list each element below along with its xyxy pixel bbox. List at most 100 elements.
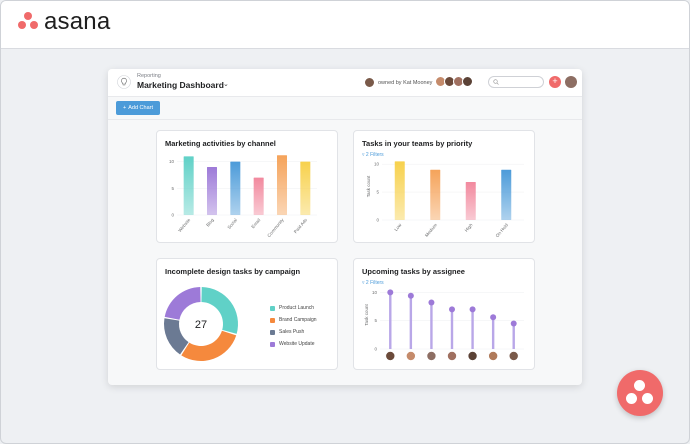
legend-item: Brand Campaign (270, 314, 317, 326)
x-tick-label: Blog (205, 217, 215, 227)
assignee-avatar (508, 351, 519, 361)
lollipop-dot (510, 320, 517, 327)
lollipop-stem (430, 302, 433, 349)
legend-swatch (270, 341, 275, 347)
bar (300, 161, 311, 215)
fab-dot (634, 380, 645, 391)
asana-logo[interactable]: asana (17, 10, 110, 34)
lollipop-dot (387, 289, 394, 296)
site-header: asana (1, 1, 689, 49)
avatar (462, 76, 473, 87)
bar (183, 156, 194, 215)
owner-text: owned by Kat Mooney (378, 79, 433, 86)
user-avatar[interactable] (565, 76, 577, 88)
lightbulb-icon (117, 75, 131, 89)
x-tick-label: Social (226, 217, 238, 230)
fab-dot (642, 393, 653, 404)
legend-item: Website Update (270, 338, 317, 350)
filters-link[interactable]: ▿ 2 Filters (362, 280, 384, 286)
assignee-avatar (406, 351, 416, 361)
donut-slice (164, 287, 201, 320)
donut-total: 27 (195, 319, 207, 331)
chevron-down-icon[interactable]: ⌄ (223, 81, 229, 88)
asana-fab-button[interactable] (617, 370, 663, 416)
x-tick-label: Email (250, 217, 261, 229)
search-field[interactable] (488, 76, 544, 94)
bar (394, 161, 405, 220)
assignee-avatar (467, 351, 478, 361)
chart-card-assignee[interactable]: Upcoming tasks by assignee ▿ 2 Filters 0… (353, 258, 535, 370)
legend-swatch (270, 317, 275, 323)
lollipop-stem (512, 323, 515, 349)
breadcrumb[interactable]: Reporting (137, 73, 161, 79)
legend-item: Product Launch (270, 302, 317, 314)
chart-card-channel[interactable]: Marketing activities by channel 0 5 10 Webs… (156, 130, 338, 243)
filters-link[interactable]: ▿ 2 Filters (362, 152, 384, 158)
legend-swatch (270, 305, 275, 311)
assignee-avatar (385, 351, 396, 361)
assignee-avatar (488, 351, 498, 361)
x-tick-label: High (464, 222, 474, 233)
bar (230, 161, 241, 215)
y-tick-label: 0 (374, 347, 377, 352)
card-title: Tasks in your teams by priority (362, 139, 473, 148)
lollipop-chart: 0 5 10 Task count (364, 289, 524, 361)
y-tick-label: 5 (171, 186, 174, 191)
asana-logo-icon (17, 12, 39, 32)
add-chart-label: Add Chart (128, 105, 153, 111)
chart-legend: Product Launch Brand Campaign Sales Push We… (270, 302, 317, 350)
dashboard-header: Reporting Marketing Dashboard ⌄ owned by… (108, 69, 582, 97)
legend-label: Website Update (279, 341, 315, 347)
y-tick-label: 10 (372, 290, 378, 295)
filters-label: 2 Filters (365, 152, 384, 158)
search-input[interactable] (501, 84, 541, 94)
y-tick-label: 0 (376, 218, 379, 223)
lollipop-dot (469, 306, 476, 313)
bar (465, 182, 476, 220)
lollipop-dot (428, 299, 435, 306)
donut-slice (201, 287, 238, 334)
bar (501, 169, 512, 220)
bar (207, 167, 217, 215)
x-tick-label: Medium (424, 222, 438, 238)
bar-chart: 0 5 10 Low Medium High On Hold Task count (366, 161, 524, 238)
assignee-avatar (426, 351, 437, 361)
bar (253, 177, 264, 215)
brand-name: asana (44, 8, 111, 35)
bar (277, 155, 287, 215)
y-tick-label: 10 (374, 162, 380, 167)
y-tick-label: 0 (171, 213, 174, 218)
x-tick-label: On Hold (495, 222, 510, 238)
donut-slice (181, 330, 237, 361)
lollipop-dot (407, 292, 414, 299)
search-icon (493, 79, 499, 85)
chart-card-campaign[interactable]: Incomplete design tasks by campaign 27 P… (156, 258, 338, 370)
app-window: Reporting Marketing Dashboard ⌄ owned by… (108, 69, 582, 385)
x-tick-label: Community (266, 217, 285, 238)
filter-icon: ▿ (362, 152, 366, 158)
filters-label: 2 Filters (365, 280, 384, 286)
member-avatars[interactable] (435, 76, 473, 87)
legend-swatch (270, 329, 275, 335)
donut-slice (164, 318, 189, 355)
chart-card-priority[interactable]: Tasks in your teams by priority ▿ 2 Filt… (353, 130, 535, 243)
owner-info[interactable]: owned by Kat Mooney (364, 77, 432, 88)
assignee-avatar (447, 351, 457, 361)
legend-label: Brand Campaign (279, 317, 317, 323)
lollipop-dot (490, 314, 497, 321)
y-tick-label: 10 (169, 159, 175, 164)
lollipop-stem (450, 309, 454, 349)
quick-add-button[interactable]: + (549, 76, 561, 88)
legend-item: Sales Push (270, 326, 317, 338)
x-tick-label: Low (393, 222, 403, 232)
y-axis-label: Task count (366, 175, 371, 197)
owner-avatar (364, 77, 375, 88)
donut-chart: 27 (164, 287, 238, 361)
y-tick-label: 5 (376, 190, 379, 195)
page-title: Marketing Dashboard (137, 80, 224, 90)
add-chart-button[interactable]: + Add Chart (116, 101, 160, 115)
y-axis-label: Task count (364, 303, 369, 325)
lollipop-stem (389, 292, 392, 349)
card-title: Marketing activities by channel (165, 139, 276, 148)
